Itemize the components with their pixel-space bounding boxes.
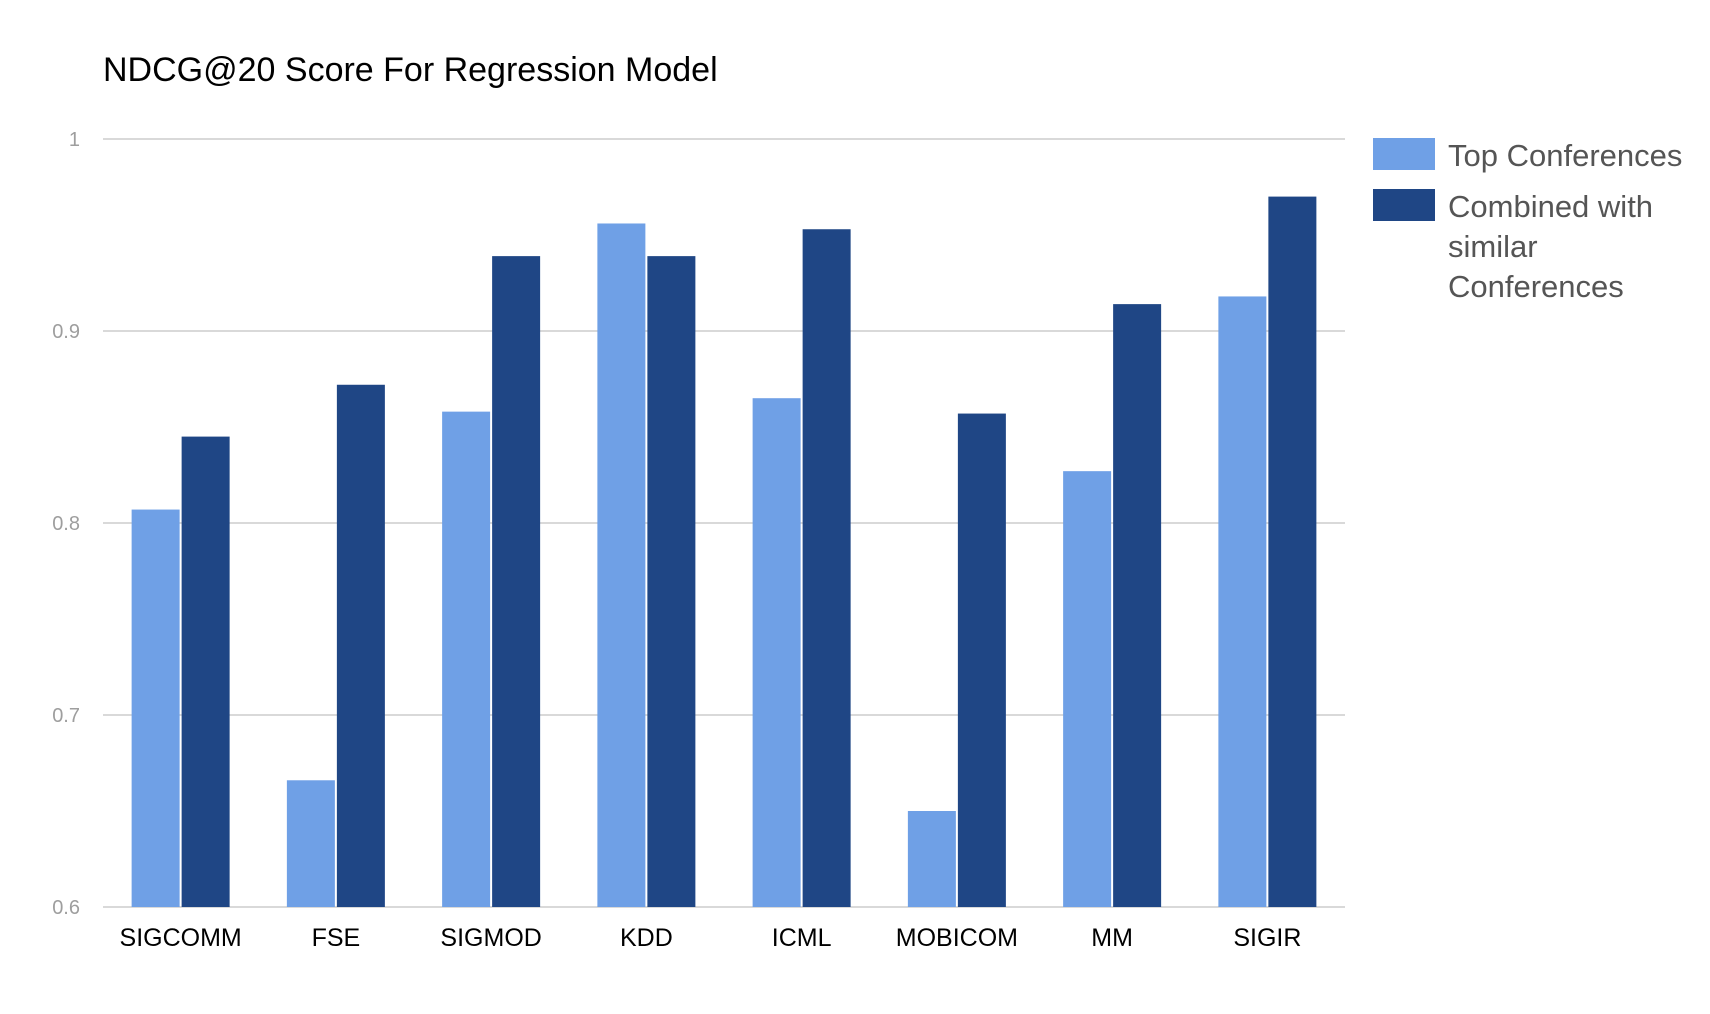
x-tick-label: KDD <box>620 924 673 952</box>
bar-sigmod-series-1 <box>442 411 491 907</box>
bar-kdd-series-1 <box>597 223 646 908</box>
legend-label-2: Combined with <box>1448 189 1653 224</box>
y-tick-label: 0.8 <box>52 513 80 535</box>
bar-sigir-series-1 <box>1218 296 1267 907</box>
bar-mobicom-series-2 <box>957 413 1006 907</box>
y-tick-label: 0.7 <box>52 705 80 727</box>
bar-icml-series-2 <box>802 229 851 908</box>
y-tick-label: 0.6 <box>52 897 80 919</box>
bar-sigir-series-2 <box>1268 196 1317 908</box>
y-tick-label: 1 <box>69 129 80 151</box>
chart-title: NDCG@20 Score For Regression Model <box>103 51 718 89</box>
bar-mobicom-series-1 <box>907 811 956 907</box>
legend: Top Conferences Combined with similar Confe… <box>1373 138 1682 304</box>
y-tick-label: 0.9 <box>52 321 80 343</box>
legend-swatch-1 <box>1373 138 1435 170</box>
x-tick-label: SIGCOMM <box>120 924 242 952</box>
bar-mm-series-2 <box>1113 304 1162 907</box>
x-axis-ticks: SIGCOMM FSE SIGMOD KDD ICML MOBICOM MM SIGIR <box>120 924 1302 952</box>
bars <box>131 196 1317 908</box>
x-tick-label: FSE <box>312 924 361 952</box>
legend-swatch-2 <box>1373 189 1435 221</box>
x-tick-label: SIGIR <box>1233 924 1301 952</box>
x-tick-label: SIGMOD <box>440 924 541 952</box>
bar-sigcomm-series-1 <box>131 509 180 907</box>
bar-icml-series-1 <box>752 398 801 907</box>
bar-mm-series-1 <box>1063 471 1112 907</box>
bar-kdd-series-2 <box>647 256 696 907</box>
x-tick-label: MM <box>1091 924 1133 952</box>
legend-label-2: similar <box>1448 229 1538 264</box>
bar-fse-series-1 <box>286 780 335 907</box>
x-tick-label: MOBICOM <box>896 924 1018 952</box>
bar-sigmod-series-2 <box>492 256 541 907</box>
bar-fse-series-2 <box>336 384 385 907</box>
legend-label-1: Top Conferences <box>1448 138 1682 173</box>
bar-sigcomm-series-2 <box>181 436 230 907</box>
x-tick-label: ICML <box>772 924 832 952</box>
legend-label-2: Conferences <box>1448 269 1624 304</box>
y-axis-ticks: 0.6 0.7 0.8 0.9 1 <box>52 129 80 919</box>
